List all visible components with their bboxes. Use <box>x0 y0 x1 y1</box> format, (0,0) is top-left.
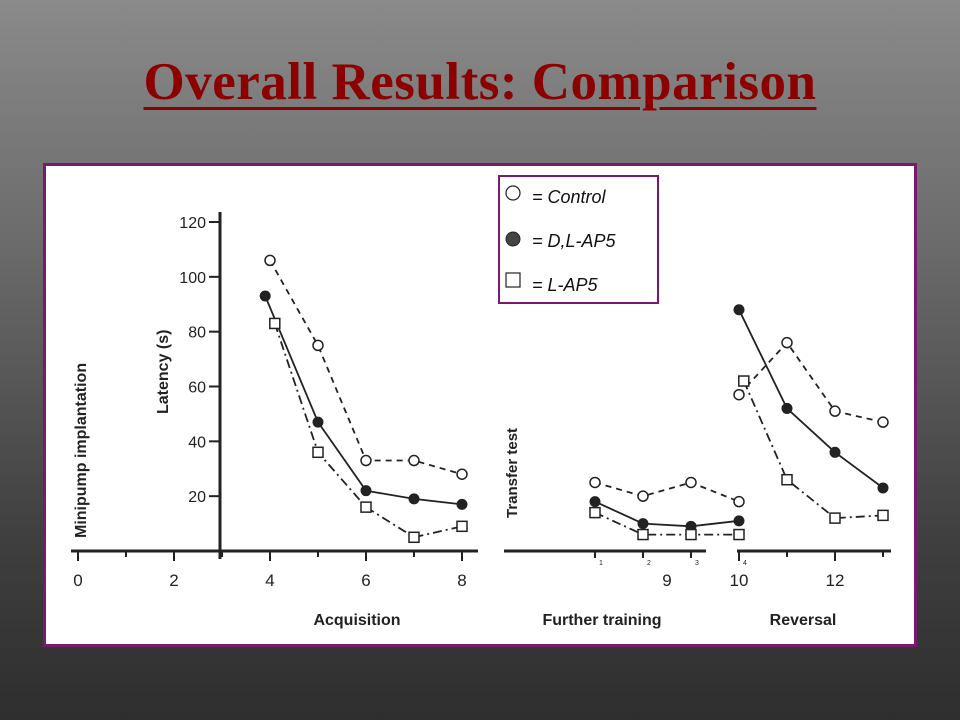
legend: = Control = D,L-AP5 = L-AP5 <box>498 175 659 304</box>
y-tick-label: 80 <box>188 325 206 342</box>
control-point <box>733 495 745 508</box>
sub-tick-label: 1 <box>599 560 603 567</box>
dl_ap5-point <box>259 290 271 302</box>
l_ap5-series-line <box>742 380 884 520</box>
dl_ap5-point <box>637 518 649 530</box>
dl_ap5-series-line <box>594 500 740 528</box>
x-tick-label: 2 <box>169 571 178 590</box>
control-point <box>829 405 841 417</box>
x-tick-label: 9 <box>662 571 671 590</box>
control-point <box>589 476 601 489</box>
legend-box <box>498 175 659 304</box>
l_ap5-point <box>829 512 841 524</box>
l_ap5-point <box>733 528 745 541</box>
control-point <box>264 254 276 267</box>
control-point <box>312 339 324 352</box>
control-point <box>456 468 468 480</box>
dl_ap5-point <box>877 482 889 494</box>
l_ap5-point <box>312 446 324 459</box>
dl_ap5-point <box>781 402 793 414</box>
l_ap5-point <box>269 317 281 330</box>
transfer-test-label: Transfer test <box>504 428 521 518</box>
control-series-line <box>269 259 463 476</box>
dl_ap5-point <box>456 498 468 510</box>
slide-title: Overall Results: Comparison <box>143 53 817 111</box>
x-tick-label: 10 <box>730 571 749 590</box>
control-point <box>637 490 649 502</box>
control-point <box>781 336 793 349</box>
l_ap5-point <box>781 473 793 486</box>
l_ap5-point <box>408 531 420 544</box>
x-tick-label: 12 <box>826 571 845 590</box>
control-series-line <box>594 481 740 503</box>
minipump-implantation-label: Minipump implantation <box>73 363 90 538</box>
dl_ap5-point <box>589 496 601 508</box>
x-tick-label: 0 <box>73 571 82 590</box>
l_ap5-point <box>877 509 889 522</box>
control-point <box>408 454 420 467</box>
y-tick-label: 20 <box>188 489 206 506</box>
l_ap5-point <box>360 501 372 513</box>
y-axis-title: Latency (s) <box>155 330 172 414</box>
sub-tick-label: 3 <box>695 560 699 567</box>
l_ap5-series-line <box>273 323 463 539</box>
l_ap5-point <box>456 520 468 533</box>
y-tick-label: 40 <box>188 434 206 451</box>
legend-label-control: = Control <box>532 187 607 207</box>
dl_ap5-series-line <box>264 295 463 506</box>
l-ap5-legend-icon <box>505 272 521 288</box>
l_ap5-series-line <box>594 511 739 536</box>
dl_ap5-point <box>829 446 841 458</box>
phase-label-acquisition: Acquisition <box>313 612 400 629</box>
dl_ap5-point <box>360 485 372 497</box>
dl_ap5-point <box>733 304 745 316</box>
dl-ap5-legend-icon <box>505 231 521 247</box>
l_ap5-point <box>685 528 697 541</box>
control-point <box>877 416 889 428</box>
control-point <box>360 454 372 467</box>
phase-label-reversal: Reversal <box>770 612 837 629</box>
x-tick-label: 4 <box>265 571 274 590</box>
figure-panel: 20 40 60 80 100 120 1 2 3 4 0 2 4 6 8 9 10 12 Minipump im… <box>43 163 917 647</box>
series-layer <box>259 254 889 544</box>
y-tick-label: 100 <box>179 270 206 287</box>
l_ap5-point <box>589 506 601 519</box>
sub-tick-label: 4 <box>743 560 747 567</box>
y-tick-label: 60 <box>188 380 206 397</box>
sub-tick-label: 2 <box>647 560 651 567</box>
y-tick-label: 120 <box>179 215 206 232</box>
control-point <box>685 476 697 489</box>
legend-label-dl-ap5: = D,L-AP5 <box>532 231 617 251</box>
phase-label-further-training: Further training <box>542 612 661 629</box>
control-legend-icon <box>505 185 521 201</box>
l_ap5-point <box>738 375 750 387</box>
l_ap5-point <box>637 528 649 541</box>
dl_ap5-point <box>408 493 420 505</box>
dl_ap5-point <box>733 515 745 527</box>
dl_ap5-series-line <box>738 309 884 489</box>
control-series-line <box>738 341 884 423</box>
legend-label-l-ap5: = L-AP5 <box>532 275 599 295</box>
dl_ap5-point <box>312 416 324 428</box>
x-tick-label: 8 <box>457 571 466 590</box>
control-point <box>733 388 745 401</box>
x-tick-label: 6 <box>361 571 370 590</box>
